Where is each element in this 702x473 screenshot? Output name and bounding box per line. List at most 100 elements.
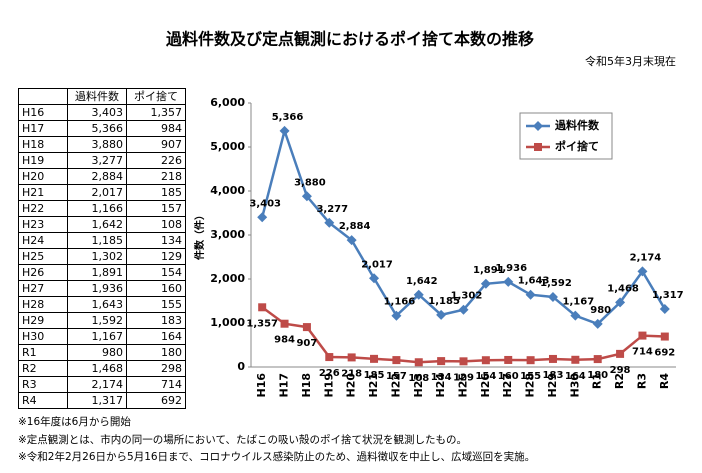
legend-box <box>519 112 613 160</box>
data-label: 5,366 <box>272 112 304 123</box>
data-label: 1,891 <box>473 265 505 276</box>
data-label: 1,936 <box>495 263 527 274</box>
table-cell: 1,643 <box>67 296 127 313</box>
table-cell: 714 <box>126 376 186 393</box>
x-tick-label: H23 <box>412 373 425 398</box>
table-cell: 907 <box>126 136 186 153</box>
marker <box>392 356 401 365</box>
table-cell: 180 <box>126 344 186 361</box>
table-cell: 298 <box>126 360 186 377</box>
x-tick-label: H27 <box>501 373 514 398</box>
marker <box>459 357 468 366</box>
table-cell: 1,185 <box>67 232 127 249</box>
table-cell: H25 <box>18 248 68 265</box>
data-label: 1,642 <box>406 276 438 287</box>
table-cell: 過料件数 <box>67 88 127 105</box>
marker <box>436 309 447 320</box>
marker <box>280 319 289 328</box>
x-tick-label: H24 <box>434 373 447 398</box>
marker <box>347 353 356 362</box>
legend-marker <box>534 143 542 151</box>
table-cell: R2 <box>18 360 68 377</box>
marker <box>258 303 267 312</box>
y-tick-label: 4,000 <box>210 184 245 197</box>
data-label: 1,166 <box>384 297 416 308</box>
data-label: 226 <box>319 368 340 379</box>
data-label: 1,317 <box>652 290 684 301</box>
x-tick-label: R4 <box>658 373 671 389</box>
table-cell: 1,302 <box>67 248 127 265</box>
data-label: 907 <box>296 338 317 349</box>
marker <box>414 358 423 367</box>
data-label: 984 <box>274 335 295 346</box>
marker <box>504 355 513 364</box>
table-cell: 1,167 <box>67 328 127 345</box>
table-row: H27 1,936 160 <box>18 280 186 297</box>
data-label: 1,592 <box>540 278 572 289</box>
data-label: 1,357 <box>246 318 278 329</box>
table-cell: H28 <box>18 296 68 313</box>
data-label: 1,167 <box>563 297 595 308</box>
table-cell: H19 <box>18 152 68 169</box>
table-row: 過料件数 ポイ捨て <box>18 88 186 105</box>
table-row: H30 1,167 164 <box>18 328 186 345</box>
data-label: 1,468 <box>607 283 639 294</box>
x-tick-label: H30 <box>568 373 581 398</box>
data-label: 3,403 <box>249 198 281 209</box>
table-cell: 1,936 <box>67 280 127 297</box>
data-label: 714 <box>632 347 653 358</box>
table-cell: 185 <box>126 184 186 201</box>
table-cell: H29 <box>18 312 68 329</box>
data-label: 185 <box>364 370 385 381</box>
y-tick-label: 5,000 <box>210 140 245 153</box>
data-label: 164 <box>565 371 586 382</box>
table-cell: 3,403 <box>67 104 127 121</box>
table-cell: 134 <box>126 232 186 249</box>
marker <box>526 356 535 365</box>
table-row: H19 3,277 226 <box>18 152 186 169</box>
table-cell: ポイ捨て <box>126 88 186 105</box>
table-row: H16 3,403 1,357 <box>18 104 186 121</box>
marker <box>503 276 514 287</box>
table-row: H29 1,592 183 <box>18 312 186 329</box>
table-cell: 3,277 <box>67 152 127 169</box>
table-cell: R1 <box>18 344 68 361</box>
marker <box>257 212 268 223</box>
y-tick-label: 2,000 <box>210 272 245 285</box>
marker <box>325 353 334 362</box>
table-cell: H22 <box>18 200 68 217</box>
x-tick-label: H17 <box>278 373 291 398</box>
marker <box>302 323 311 332</box>
note: ※令和2年2月26日から5月16日まで、コロナウイルス感染防止のため、過料徴収を… <box>18 451 536 463</box>
table-cell: R3 <box>18 376 68 393</box>
x-tick-label: R1 <box>591 373 604 389</box>
data-label: 129 <box>453 372 474 383</box>
table-cell: 1,357 <box>126 104 186 121</box>
marker <box>369 273 380 284</box>
marker <box>570 310 581 321</box>
data-label: 1,643 <box>518 276 550 287</box>
x-tick-label: H18 <box>300 373 313 398</box>
table-row: R1 980 180 <box>18 344 186 361</box>
table-cell: H27 <box>18 280 68 297</box>
x-tick-label: H28 <box>524 373 537 398</box>
table-cell: 129 <box>126 248 186 265</box>
table-cell: 226 <box>126 152 186 169</box>
y-tick-label: 3,000 <box>210 228 245 241</box>
data-label: 2,884 <box>339 221 371 232</box>
table-row: H22 1,166 157 <box>18 200 186 217</box>
table-cell: 1,891 <box>67 264 127 281</box>
table-cell: H30 <box>18 328 68 345</box>
x-tick-label: H19 <box>322 373 335 398</box>
x-tick-label: H22 <box>389 373 402 398</box>
data-label: 298 <box>610 365 631 376</box>
table-cell: H26 <box>18 264 68 281</box>
data-label: 108 <box>408 373 429 384</box>
x-tick-label: H26 <box>479 373 492 398</box>
marker <box>616 349 625 358</box>
marker <box>660 332 669 341</box>
data-label: 3,277 <box>316 204 348 215</box>
data-label: 154 <box>475 371 496 382</box>
